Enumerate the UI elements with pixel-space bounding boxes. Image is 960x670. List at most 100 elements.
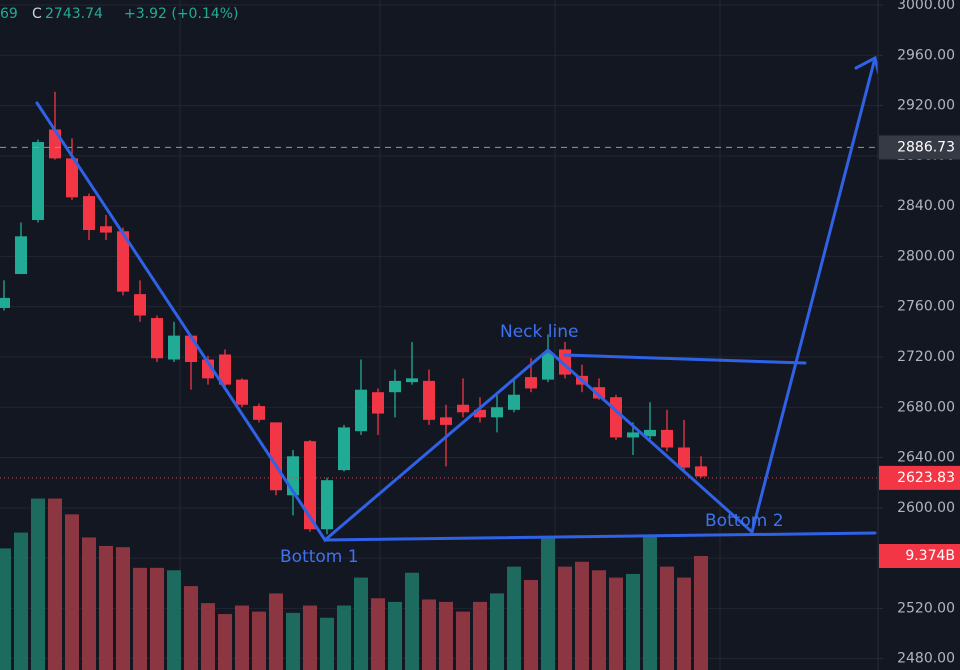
volume-bar [439,601,453,670]
volume-bar [99,545,113,670]
y-tick-label: 2640.00 [897,450,955,466]
candle-body [83,196,95,231]
volume-bar [150,567,164,670]
annotation: Neck line [500,322,578,342]
y-tick-label: 2480.00 [897,651,955,667]
candle-body [474,409,486,418]
candle-body [678,447,690,468]
volume-bar [354,577,368,670]
last-price-label: 2623.83 [897,470,955,486]
candle-body [593,387,605,399]
candle-body [406,378,418,383]
candle-body [304,441,316,530]
last-volume-label: 9.374B [905,548,955,564]
volume-bar [337,605,351,670]
volume-bar [371,598,385,670]
y-tick-label: 2760.00 [897,299,955,315]
volume-bar [524,580,538,670]
candle-body [372,392,384,414]
neck-line [563,353,807,365]
volume-bar [48,498,62,670]
y-tick-label: 2720.00 [897,349,955,365]
volume-bar [677,577,691,670]
last-price-box [879,465,960,490]
volume-bar [694,556,708,670]
reference-price-box [879,135,960,160]
candle-body [32,142,44,220]
volume-bar [473,601,487,670]
volume-bar [167,570,181,670]
volume-bar [82,537,96,670]
candle-body [219,354,231,385]
candle-body [253,406,265,420]
volume-bar [31,498,45,670]
y-tick-label: 2960.00 [897,47,955,63]
candle-body [508,394,520,410]
y-tick-label: 2600.00 [897,500,955,516]
volume-bar [320,617,334,670]
y-tick-label: 2920.00 [897,98,955,114]
volume-bar [456,611,470,670]
candle-body [168,335,180,360]
price-lines [0,146,878,479]
volume-bar [575,561,589,670]
volume-bar [184,586,198,670]
candle-body [100,226,112,233]
candle-body [0,297,10,308]
volume-bar [252,611,266,670]
volume-bar [303,605,317,670]
candle-body [321,480,333,530]
candle-body [270,422,282,491]
volume-bar [626,573,640,670]
candle-body [236,379,248,405]
y-tick-label: 3000.00 [897,0,955,13]
header-close: 2743.74 [45,6,103,22]
candle-body [644,429,656,437]
candle-body [491,407,503,418]
support-line [323,531,877,542]
reference-price-label: 2886.73 [897,139,955,155]
y-tick-label: 2680.00 [897,399,955,415]
volume-bar [643,536,657,670]
candle-layer [0,91,707,535]
candle-body [338,427,350,471]
volume-bar [405,572,419,670]
candle-body [151,318,163,359]
candle-body [185,335,197,363]
candle-body [525,377,537,389]
candle-body [389,380,401,393]
candle-body [49,129,61,159]
volume-bar [286,612,300,670]
grid [0,0,878,670]
candle-body [66,158,78,198]
candle-body [695,466,707,477]
volume-bar [0,548,11,670]
y-tick-label: 2520.00 [897,600,955,616]
candle-body [202,359,214,379]
volume-bar [14,532,28,670]
candle-body [440,417,452,425]
candle-body [117,231,129,292]
volume-bar [116,547,130,670]
volume-bar [490,593,504,670]
annotation: Bottom 1 [280,547,359,567]
volume-bar [235,605,249,670]
candle-body [15,236,27,275]
header-symbol: 69 [0,6,18,22]
annotation: Bottom 2 [705,511,784,531]
volume-bar [201,603,215,670]
volume-bar [660,566,674,670]
header-change: +3.92 (+0.14%) [124,6,238,22]
volume-bar [388,601,402,670]
candle-body [661,429,673,448]
last-volume-box [879,544,960,569]
volume-bar [558,566,572,670]
volume-bar [65,514,79,670]
candle-body [423,380,435,420]
header-close-label: C [32,6,42,22]
y-tick-label: 2800.00 [897,248,955,264]
volume-bar [609,577,623,670]
candle-body [355,389,367,432]
axis-labels: 2480.002520.002560.002600.002640.002680.… [878,0,960,667]
candle-body [457,404,469,413]
